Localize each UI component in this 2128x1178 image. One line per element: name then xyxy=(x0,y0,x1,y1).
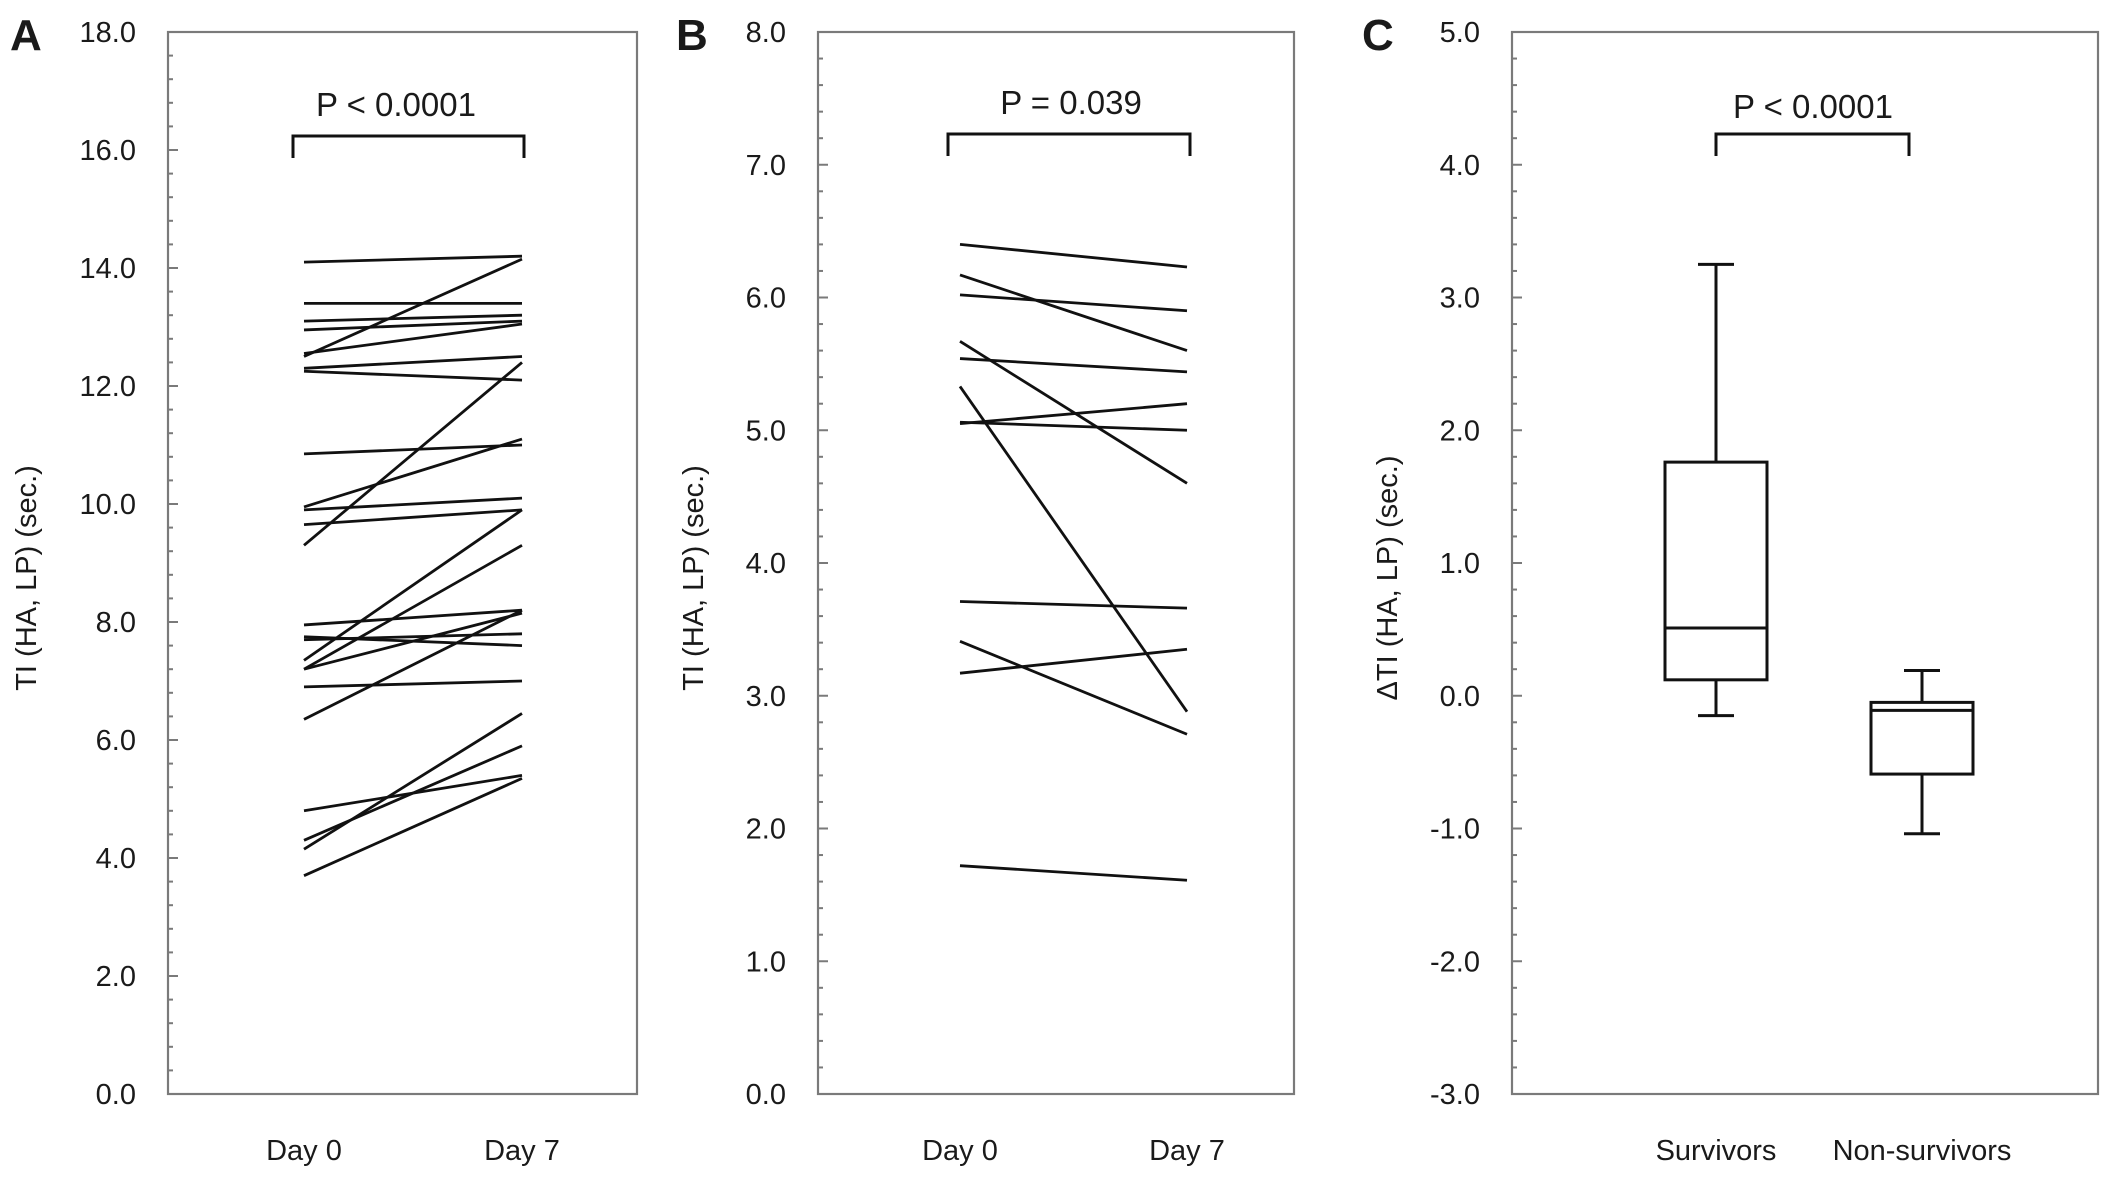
panel-a-subject-line xyxy=(303,712,523,851)
panel-a-subject-line xyxy=(303,443,523,456)
box-survivors-iqr xyxy=(1663,460,1769,682)
panel-c-x-label-survivors: Survivors xyxy=(1656,1135,1777,1167)
panel-c-boxes xyxy=(1663,132,1975,836)
panel-a-subject-line xyxy=(303,437,523,509)
panel-c-p-value: P < 0.0001 xyxy=(1733,88,1893,125)
panel-b-subject-line xyxy=(959,600,1188,610)
panel-a-x-labels: Day 0 Day 7 xyxy=(266,1135,560,1167)
panel-a-subject-line xyxy=(303,608,523,627)
panel-b-subject-line xyxy=(959,402,1188,426)
panel-b-subject-line xyxy=(959,640,1188,736)
panel-a-subject-line xyxy=(303,679,523,689)
panel-a-subject-line xyxy=(303,508,523,662)
panel-b-subject-line xyxy=(959,420,1188,432)
panel-c-y-ticks: -3.0 -2.0 -1.0 0.0 1.0 2.0 3.0 4.0 5.0 xyxy=(1430,17,1522,1111)
panel-a-subject-line xyxy=(303,322,523,355)
panel-b-y-axis-title: TI (HA, LP) (sec.) xyxy=(678,465,710,691)
panel-a-y-ticks: 0.0 2.0 4.0 6.0 8.0 10.0 12.0 14.0 16.0 18.0 xyxy=(80,17,178,1111)
panel-c-significance-bracket xyxy=(1714,132,1911,156)
panel-a-y-tick-label: 10.0 xyxy=(80,489,136,521)
panel-a: A TI (HA, LP) (sec.) P < 0.0001 0.0 2.0 4.… xyxy=(10,11,639,1167)
panel-b-x-label-day-7: Day 7 xyxy=(1149,1135,1225,1167)
panel-c-y-tick-label: 2.0 xyxy=(1440,415,1480,447)
panel-a-plot-frame xyxy=(166,30,639,1096)
panel-a-y-tick-label: 0.0 xyxy=(96,1079,136,1111)
panel-letter-b: B xyxy=(676,11,708,60)
panel-a-significance-bracket xyxy=(291,134,526,158)
panel-c-y-tick-label: 0.0 xyxy=(1440,681,1480,713)
panel-b: B TI (HA, LP) (sec.) P = 0.039 0.0 1.0 2.0… xyxy=(676,11,1296,1167)
panel-a-subject-line xyxy=(303,744,523,842)
panel-c: C ΔTI (HA, LP) (sec.) P < 0.0001 -3.0 -2.… xyxy=(1362,11,2100,1167)
panel-a-subject-line xyxy=(303,608,523,721)
panel-a-subject-line xyxy=(303,508,523,527)
panel-a-y-axis-title: TI (HA, LP) (sec.) xyxy=(11,465,43,691)
panel-b-subject-line xyxy=(959,243,1188,269)
panel-b-subject-line xyxy=(959,357,1188,374)
panel-b-y-tick-label: 0.0 xyxy=(746,1079,786,1111)
box-non-survivors xyxy=(1869,669,1975,836)
panel-c-y-tick-label: -2.0 xyxy=(1430,946,1480,978)
panel-a-subject-line xyxy=(303,611,523,671)
panel-b-y-tick-label: 1.0 xyxy=(746,946,786,978)
panel-c-y-tick-label: 4.0 xyxy=(1440,150,1480,182)
panel-a-subject-line xyxy=(303,496,523,512)
panel-a-y-tick-label: 4.0 xyxy=(96,843,136,875)
panel-letter-a: A xyxy=(10,11,42,60)
panel-a-subject-line xyxy=(303,319,523,332)
panel-c-y-tick-label: 3.0 xyxy=(1440,283,1480,315)
panel-a-y-tick-label: 18.0 xyxy=(80,17,136,49)
panel-b-series-lines xyxy=(946,132,1192,882)
panel-a-subject-line xyxy=(303,361,523,547)
panel-a-subject-line xyxy=(303,777,523,877)
panel-b-subject-line xyxy=(959,273,1188,352)
panel-a-y-tick-label: 8.0 xyxy=(96,607,136,639)
panel-letter-c: C xyxy=(1362,11,1394,60)
panel-b-y-tick-label: 4.0 xyxy=(746,548,786,580)
panel-a-subject-line xyxy=(303,632,523,642)
panel-a-subject-line xyxy=(303,369,523,382)
panel-a-y-tick-label: 2.0 xyxy=(96,961,136,993)
panel-a-subject-line xyxy=(303,313,523,323)
panel-a-p-value: P < 0.0001 xyxy=(316,86,476,123)
panel-c-x-label-non-survivors: Non-survivors xyxy=(1833,1135,2012,1167)
panel-c-y-axis-title: ΔTI (HA, LP) (sec.) xyxy=(1372,456,1404,701)
panel-a-subject-line xyxy=(303,257,523,358)
panel-b-y-tick-label: 6.0 xyxy=(746,283,786,315)
box-non-survivors-iqr xyxy=(1869,700,1975,776)
panel-b-p-value: P = 0.039 xyxy=(1000,84,1142,121)
panel-a-y-tick-label: 14.0 xyxy=(80,253,136,285)
panel-b-subject-line xyxy=(959,647,1188,675)
panel-b-y-tick-label: 5.0 xyxy=(746,415,786,447)
panel-a-series-lines xyxy=(291,134,526,877)
panel-b-subject-line xyxy=(959,864,1188,882)
panel-b-y-tick-label: 8.0 xyxy=(746,17,786,49)
panel-a-y-tick-label: 16.0 xyxy=(80,135,136,167)
panel-a-x-label-day-7: Day 7 xyxy=(484,1135,560,1167)
panel-a-y-tick-label: 6.0 xyxy=(96,725,136,757)
panel-c-x-labels: Survivors Non-survivors xyxy=(1656,1135,2012,1167)
panel-a-x-label-day-0: Day 0 xyxy=(266,1135,342,1167)
panel-c-y-tick-label: -3.0 xyxy=(1430,1079,1480,1111)
panel-c-y-tick-label: -1.0 xyxy=(1430,814,1480,846)
panel-b-y-tick-label: 7.0 xyxy=(746,150,786,182)
panel-b-subject-line xyxy=(958,385,1189,713)
panel-c-y-tick-label: 5.0 xyxy=(1440,17,1480,49)
panel-b-x-label-day-0: Day 0 xyxy=(922,1135,998,1167)
panel-a-subject-line xyxy=(303,355,523,370)
panel-b-significance-bracket xyxy=(946,132,1192,156)
panel-b-y-tick-label: 3.0 xyxy=(746,681,786,713)
panel-c-y-tick-label: 1.0 xyxy=(1440,548,1480,580)
panel-b-y-ticks: 0.0 1.0 2.0 3.0 4.0 5.0 6.0 7.0 8.0 xyxy=(746,17,828,1111)
panel-b-y-tick-label: 2.0 xyxy=(746,814,786,846)
panel-a-subject-line xyxy=(303,254,523,264)
panel-a-subject-line xyxy=(303,544,523,671)
panel-a-y-tick-label: 12.0 xyxy=(80,371,136,403)
box-survivors xyxy=(1663,262,1769,718)
panel-b-subject-line xyxy=(959,293,1188,313)
panel-b-x-labels: Day 0 Day 7 xyxy=(922,1135,1225,1167)
